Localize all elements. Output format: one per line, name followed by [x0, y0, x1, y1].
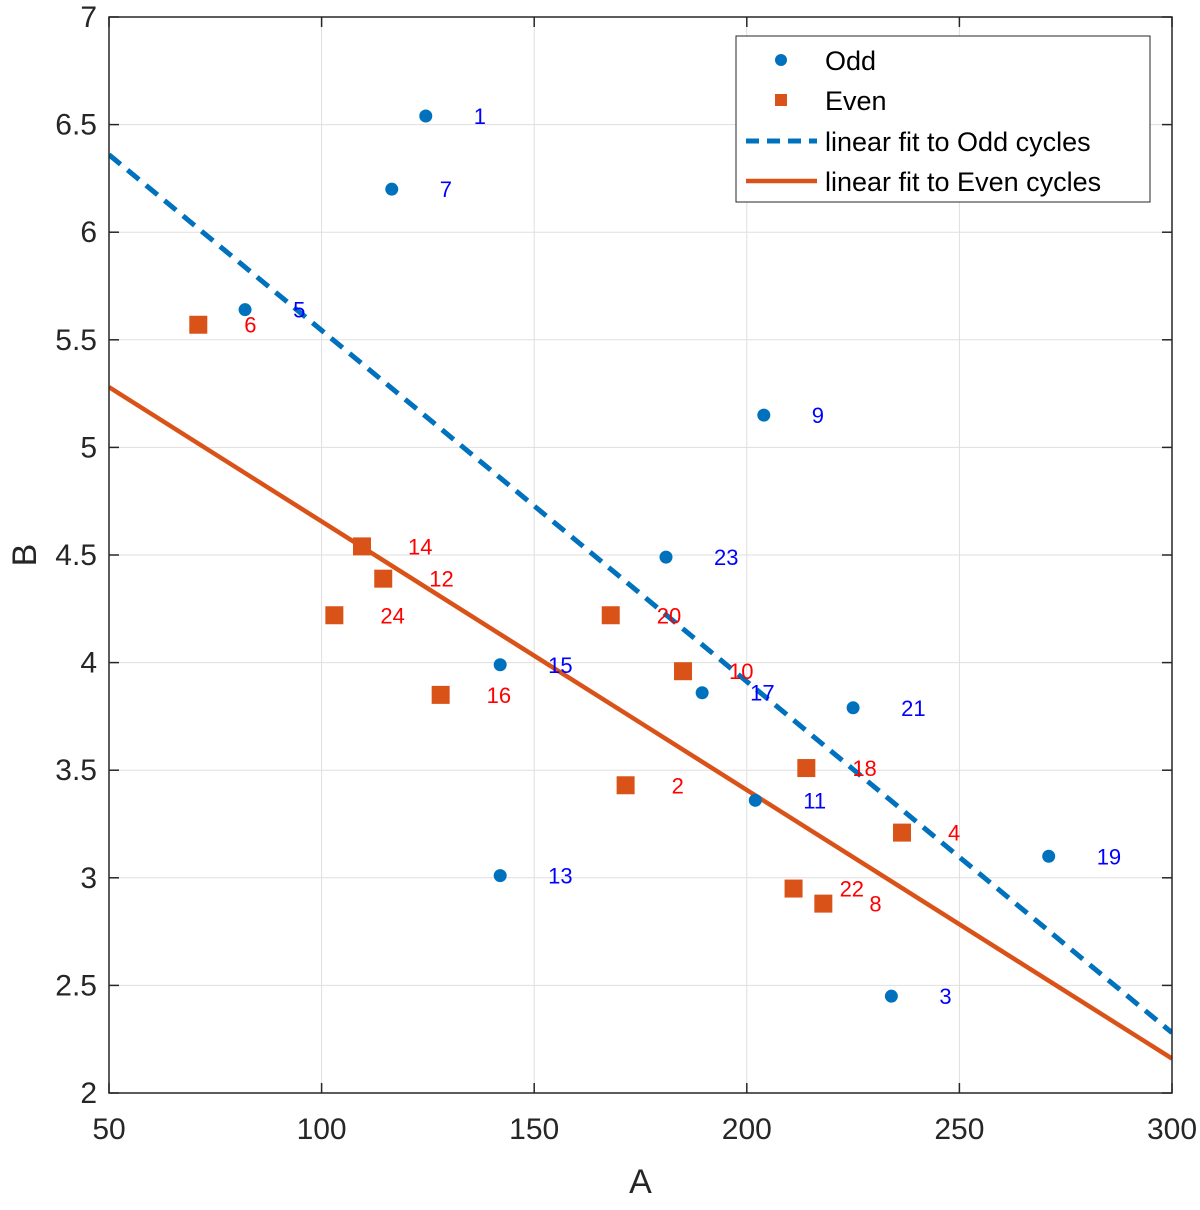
y-tick-label: 5	[80, 431, 97, 464]
fit-line-even	[109, 385, 1172, 1061]
even-point	[601, 606, 620, 625]
even-point	[892, 823, 911, 842]
x-tick-label: 50	[92, 1113, 125, 1146]
even-point-label: 18	[852, 756, 876, 781]
even-point-label: 10	[729, 659, 753, 684]
y-tick-label: 4	[80, 647, 97, 680]
even-point-label: 4	[948, 821, 960, 846]
odd-point	[659, 550, 673, 564]
fit-line-odd	[109, 152, 1172, 1035]
y-tick-label: 6.5	[55, 109, 97, 142]
legend-odd-marker	[775, 54, 787, 66]
even-point	[325, 606, 344, 625]
x-axis-label: A	[629, 1163, 652, 1201]
odd-point-label: 13	[548, 864, 572, 889]
odd-point-label: 1	[474, 104, 486, 129]
odd-point-label: 17	[750, 681, 774, 706]
odd-point-label: 23	[714, 545, 738, 570]
x-tick-label: 250	[934, 1113, 984, 1146]
y-tick-label: 5.5	[55, 324, 97, 357]
odd-point	[385, 182, 399, 196]
axis-ticks	[108, 16, 1173, 1094]
data-points	[189, 109, 1056, 1003]
legend-odd-fit-label: linear fit to Odd cycles	[825, 127, 1091, 157]
y-tick-label: 2	[80, 1077, 97, 1110]
legend: Odd Even linear fit to Odd cycles linear…	[735, 35, 1151, 203]
odd-point	[419, 109, 433, 123]
even-point-label: 16	[487, 683, 511, 708]
even-point	[784, 879, 803, 898]
even-point-label: 12	[429, 567, 453, 592]
even-point	[374, 569, 393, 588]
even-point	[814, 894, 833, 913]
x-tick-label: 150	[509, 1113, 559, 1146]
odd-point	[748, 793, 762, 807]
odd-point-label: 15	[548, 653, 572, 678]
odd-point	[695, 686, 709, 700]
even-point-label: 20	[657, 603, 681, 628]
odd-point	[1042, 849, 1056, 863]
even-point	[189, 315, 208, 334]
legend-even-label: Even	[825, 86, 887, 116]
y-axis-label: B	[6, 544, 44, 567]
y-tick-label: 3.5	[55, 754, 97, 787]
x-tick-label: 300	[1147, 1113, 1197, 1146]
odd-point-label: 3	[939, 984, 951, 1009]
y-tick-label: 4.5	[55, 539, 97, 572]
even-point	[616, 776, 635, 795]
y-tick-label: 3	[80, 862, 97, 895]
legend-box	[735, 35, 1151, 203]
legend-odd-label: Odd	[825, 46, 876, 76]
odd-point-label: 5	[293, 298, 305, 323]
odd-point-label: 11	[803, 788, 826, 813]
y-tick-label: 6	[80, 216, 97, 249]
legend-even-fit-label: linear fit to Even cycles	[825, 167, 1101, 197]
odd-point	[884, 989, 898, 1003]
x-tick-label: 200	[722, 1113, 772, 1146]
odd-point	[846, 701, 860, 715]
legend-even-marker	[775, 94, 787, 106]
even-point	[352, 537, 371, 556]
even-point-label: 2	[672, 773, 684, 798]
y-tick-label: 7	[80, 1, 97, 34]
even-point-label: 24	[380, 603, 404, 628]
even-point-label: 8	[869, 892, 881, 917]
odd-point	[493, 869, 507, 883]
odd-point	[238, 303, 252, 317]
even-point-label: 14	[408, 534, 432, 559]
even-point	[797, 759, 816, 778]
even-point-label: 6	[244, 313, 256, 338]
odd-point-label: 19	[1097, 844, 1121, 869]
tick-labels: 50 100 150 200 250 300 2 2.5 3 3.5 4 4.5 5 5.5 6 6.5 7	[55, 1, 1197, 1146]
odd-point-label: 21	[901, 696, 925, 721]
fit-lines	[109, 152, 1172, 1061]
odd-point	[493, 658, 507, 672]
y-tick-label: 2.5	[55, 969, 97, 1002]
odd-point	[757, 408, 771, 422]
even-point	[674, 662, 693, 681]
even-point	[431, 685, 450, 704]
odd-point-label: 9	[812, 403, 824, 428]
odd-point-label: 7	[440, 177, 452, 202]
even-point-label: 22	[840, 877, 864, 902]
x-tick-label: 100	[297, 1113, 347, 1146]
